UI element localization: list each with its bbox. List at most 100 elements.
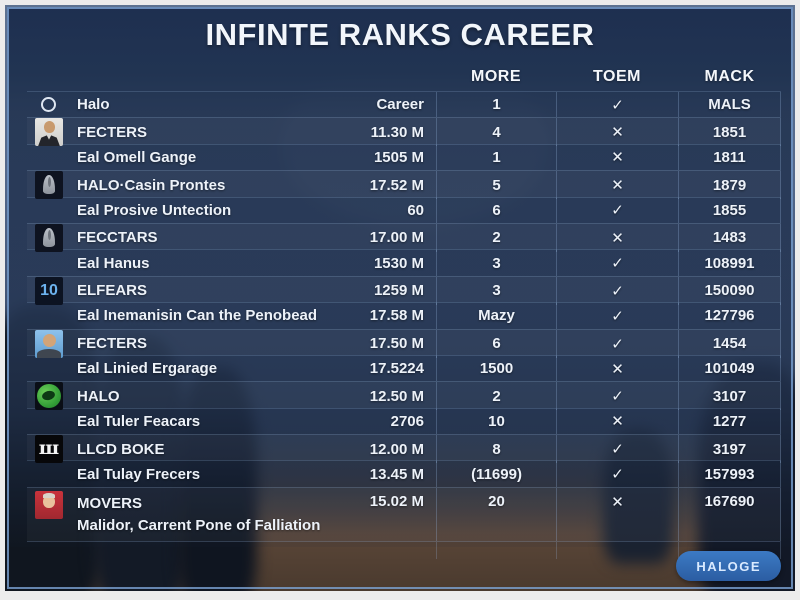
row-toem-cell: ✕ — [556, 223, 678, 252]
row-toem-cell: ✓ — [556, 461, 678, 487]
row-name: HALO·Casin Prontes — [77, 176, 226, 194]
header-spacer — [296, 63, 436, 91]
row-icon-cell — [27, 250, 71, 275]
row-mack-cell: 1454 — [678, 329, 781, 358]
mark-x-icon: ✕ — [611, 124, 624, 142]
mark-check-icon: ✓ — [611, 307, 624, 325]
grid-tail-cell — [296, 542, 436, 559]
row-more-cell: 10 — [436, 408, 556, 435]
row-name-cell: FECCTARS — [71, 224, 296, 252]
table-row[interactable]: FECTERS 17.50 M 6 ✓ 1454 — [27, 328, 781, 358]
row-name: Eal Tulay Frecers — [77, 465, 201, 483]
mark-x-icon: ✕ — [611, 493, 624, 511]
row-icon-cell — [27, 356, 71, 381]
hooded-icon — [35, 223, 63, 252]
table-row[interactable]: Eal Linied Ergarage 17.5224 1500 ✕ 101049 — [27, 354, 781, 382]
row-value-cell: 1505 M — [373, 148, 424, 166]
row-name: Eal Prosive Untection — [77, 201, 232, 219]
row-name-cell: Halo — [71, 92, 296, 117]
row-name: FECTERS — [77, 335, 148, 353]
grid-tail — [27, 540, 781, 559]
row-name-cell: HALO — [71, 382, 296, 410]
row-toem-cell: ✕ — [556, 144, 678, 171]
row-icon-cell — [27, 118, 71, 147]
table-row[interactable]: ш LLCD BOKE 12.00 M 8 ✓ 3197 — [27, 434, 781, 464]
grid-tail-cell — [71, 542, 296, 559]
row-name: Eal Linied Ergarage — [77, 360, 218, 378]
row-value-cell: 11.30 M — [370, 123, 424, 141]
mark-check-icon: ✓ — [611, 96, 624, 114]
row-toem-cell: ✓ — [556, 382, 678, 411]
grid-tail-cell — [556, 541, 678, 559]
table-row[interactable]: Halo Career 1 ✓ MALS — [27, 91, 781, 118]
row-value-cell: 13.45 M — [369, 465, 424, 483]
row-value-cell: 15.02 M — [369, 492, 424, 510]
table-row[interactable]: Eal Prosive Untection 60 6 ✓ 1855 — [27, 196, 781, 223]
row-name-cell: LLCD BOKE — [71, 435, 296, 463]
row-mack-cell: 150090 — [678, 276, 781, 305]
table-row[interactable]: Eal Inemanisin Can the Penobead 17.58 M Ma… — [27, 302, 781, 329]
row-icon-cell: ш — [27, 435, 71, 464]
column-header-toem: TOEM — [593, 68, 641, 85]
haloge-button[interactable]: HALOGE — [676, 551, 781, 581]
row-value-cell: 17.5224 — [369, 360, 424, 378]
table-row[interactable]: 10 ELFEARS 1259 M 3 ✓ 150090 — [27, 275, 781, 305]
row-value-cell: Career — [376, 96, 424, 114]
row-more-cell: 4 — [436, 118, 556, 147]
row-mack-cell: 1879 — [678, 171, 781, 200]
row-icon-cell — [27, 303, 71, 328]
row-mack-cell: 127796 — [678, 303, 781, 329]
row-name: FECCTARS — [77, 229, 158, 247]
row-icon-cell — [27, 409, 71, 434]
row-name: Halo — [77, 96, 110, 114]
row-icon-cell — [27, 488, 71, 541]
table-row[interactable]: HALO 12.50 M 2 ✓ 3107 — [27, 381, 781, 411]
table-row[interactable]: FECCTARS 17.00 M 2 ✕ 1483 — [27, 222, 781, 252]
column-header-more: MORE — [471, 68, 521, 85]
row-icon-cell — [27, 461, 71, 486]
row-toem-cell: ✕ — [556, 118, 678, 147]
mark-check-icon: ✓ — [611, 282, 624, 300]
row-icon-cell — [27, 223, 71, 252]
mark-x-icon: ✕ — [611, 149, 624, 167]
table-row[interactable]: HALO·Casin Prontes 17.52 M 5 ✕ 1879 — [27, 170, 781, 200]
mark-check-icon: ✓ — [611, 335, 624, 353]
header-spacer — [27, 63, 71, 91]
row-value-cell: 60 — [407, 201, 424, 219]
avatar-red-icon — [35, 490, 63, 519]
row-more-cell: (11699) — [436, 461, 556, 487]
row-icon-cell — [27, 198, 71, 223]
row-name: Eal Omell Gange — [77, 148, 197, 166]
mark-check-icon: ✓ — [611, 255, 624, 273]
row-mack-cell: 167690 — [678, 487, 781, 541]
mark-check-icon: ✓ — [611, 441, 624, 459]
table-row[interactable]: Eal Tulay Frecers 13.45 M (11699) ✓ 157993 — [27, 460, 781, 487]
row-value-cell: 17.58 M — [369, 307, 424, 325]
avatar-suit-icon — [35, 118, 63, 147]
row-toem-cell: ✓ — [556, 329, 678, 358]
mark-x-icon: ✕ — [611, 229, 624, 247]
table-row[interactable]: Eal Hanus 1530 M 3 ✓ 108991 — [27, 249, 781, 276]
mark-x-icon: ✕ — [611, 413, 624, 431]
table-row[interactable]: Eal Omell Gange 1505 M 1 ✕ 1811 — [27, 143, 781, 171]
grid-tail-cell — [678, 541, 781, 559]
table-row[interactable]: FECTERS 11.30 M 4 ✕ 1851 — [27, 117, 781, 147]
row-more-cell: 1500 — [436, 355, 556, 382]
row-toem-cell: ✓ — [556, 197, 678, 223]
row-value-cell: 12.50 M — [369, 387, 424, 405]
row-name: Eal Inemanisin Can the Penobead — [77, 307, 318, 325]
row-more-cell: 8 — [436, 435, 556, 464]
row-name-cell: FECTERS — [71, 118, 296, 146]
row-name-cell: HALO·Casin Prontes — [71, 171, 296, 199]
green-orb-icon — [35, 382, 63, 411]
row-name-cell: Eal Prosive Untection — [71, 198, 296, 223]
avatar-blue-icon — [35, 329, 63, 358]
grid-tail-cell — [27, 542, 71, 559]
row-more-cell: 6 — [436, 329, 556, 358]
table-row[interactable]: MOVERS Malidor, Carrent Pone of Falliatio… — [27, 486, 781, 541]
row-icon-cell — [27, 145, 71, 170]
row-toem-cell: ✓ — [556, 250, 678, 276]
table-row[interactable]: Eal Tuler Feacars 2706 10 ✕ 1277 — [27, 407, 781, 435]
page-title: INFINTE RANKS CAREER — [205, 17, 595, 52]
row-mack-cell: 1483 — [678, 223, 781, 252]
